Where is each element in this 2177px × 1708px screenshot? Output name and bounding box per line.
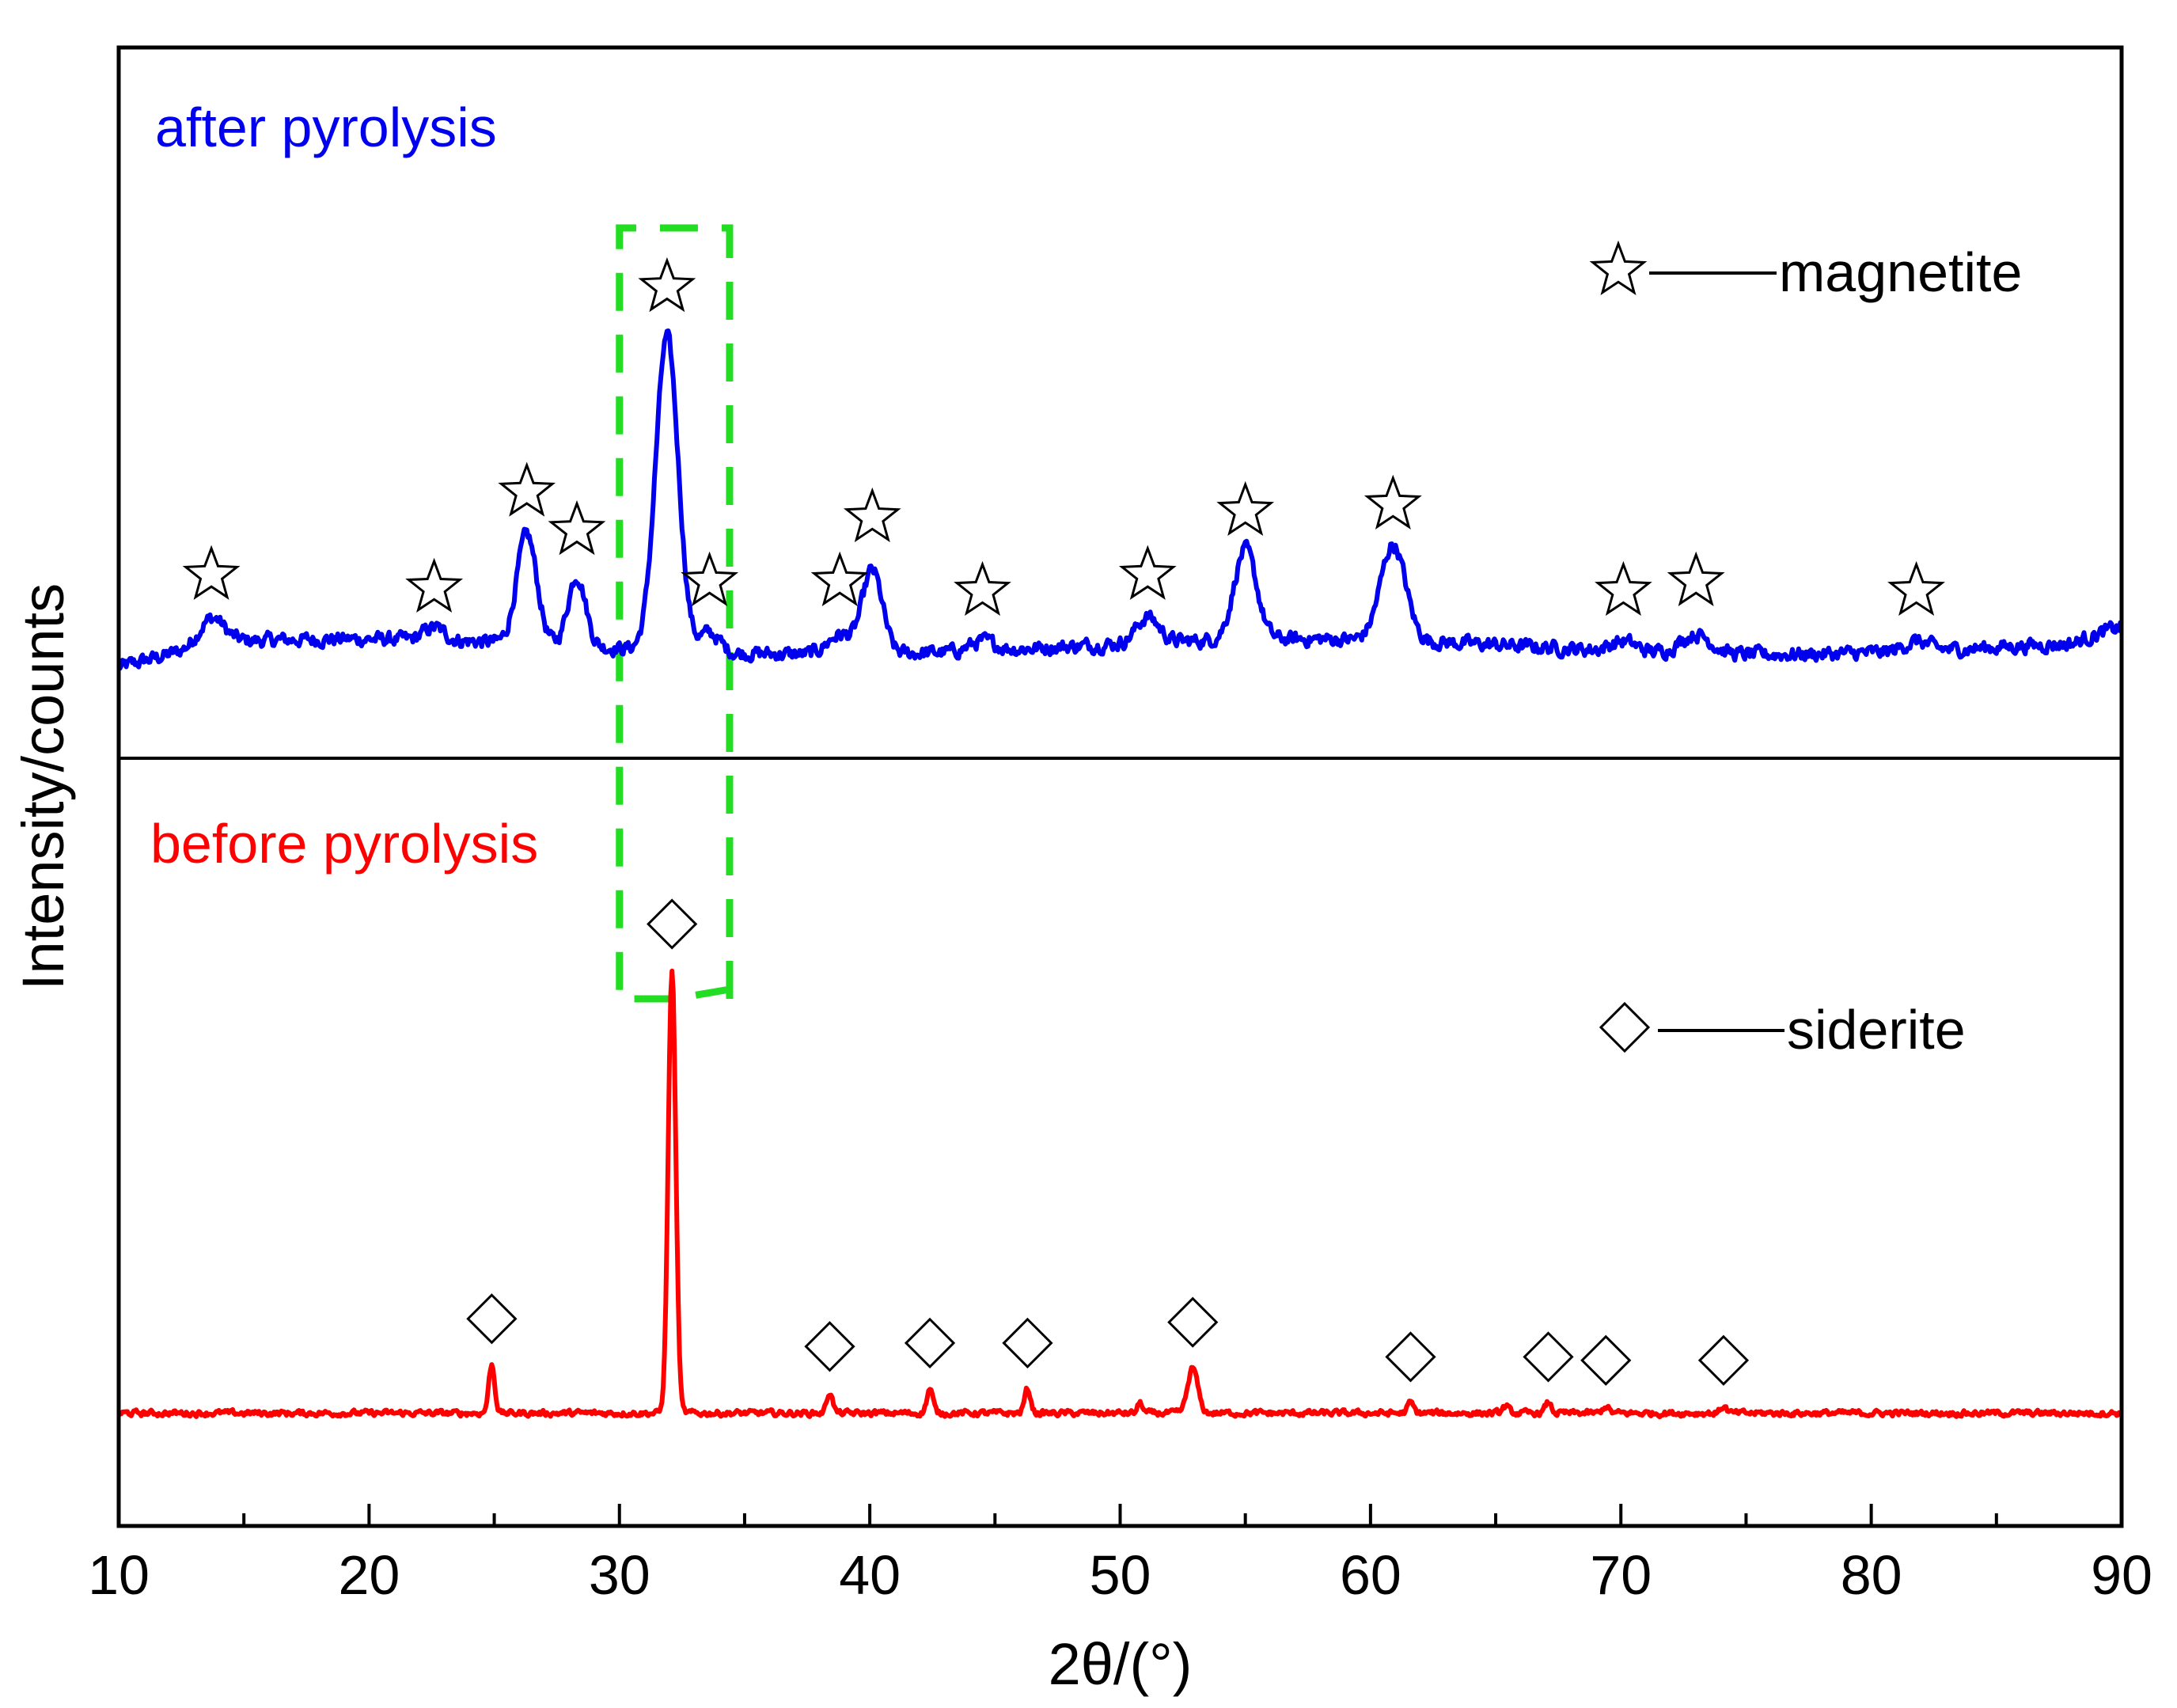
- panel-label-before-pyrolysis: before pyrolysis: [150, 813, 538, 875]
- panel-label-after-pyrolysis: after pyrolysis: [155, 97, 497, 158]
- siderite-diamond-marker: [1385, 1331, 1436, 1383]
- siderite-diamond-marker: [647, 898, 698, 950]
- x-axis-title: 2θ/(°): [1049, 1631, 1193, 1697]
- y-axis-title: Intensity/counts: [10, 583, 76, 990]
- x-tick-label: 40: [839, 1544, 901, 1606]
- legend-star-shape: [1589, 240, 1648, 295]
- x-axis-ticks: 10 20 30 40 50 60 70 80 90: [88, 1504, 2152, 1606]
- magnetite-star-marker: [638, 257, 696, 313]
- x-tick-label: 50: [1090, 1544, 1151, 1606]
- x-tick-label: 80: [1841, 1544, 1902, 1606]
- magnetite-star-marker: [1887, 560, 1945, 617]
- siderite-diamond-marker: [904, 1317, 956, 1368]
- x-tick-label: 90: [2091, 1544, 2152, 1606]
- siderite-diamond-marker: [1523, 1331, 1574, 1383]
- magnetite-star-marker: [1595, 560, 1652, 617]
- highlight-layer: [616, 224, 734, 1003]
- x-tick-label: 60: [1340, 1544, 1401, 1606]
- magnetite-star-marker: [681, 551, 739, 606]
- siderite-diamond-marker: [1002, 1317, 1053, 1368]
- x-tick-label: 20: [338, 1544, 400, 1606]
- x-tick-label: 30: [589, 1544, 650, 1606]
- magnetite-star-marker: [1667, 551, 1725, 606]
- legend-label-magnetite: magnetite: [1779, 241, 2022, 303]
- magnetite-star-marker: [1118, 545, 1177, 600]
- siderite-diamond-marker: [1167, 1296, 1219, 1348]
- magnetite-star-marker: [810, 551, 869, 606]
- siderite-diamond-marker: [804, 1321, 855, 1372]
- magnetite-star-marker: [1216, 480, 1275, 537]
- markers-layer: [182, 257, 1945, 1386]
- series-line-top: [116, 328, 2123, 671]
- siderite-diamond-marker: [466, 1293, 518, 1345]
- x-tick-label: 10: [88, 1544, 150, 1606]
- text-layer: after pyrolysis before pyrolysis 2θ/(°) …: [10, 97, 1192, 1697]
- magnetite-star-marker: [1363, 474, 1422, 529]
- magnetite-star-marker: [182, 545, 241, 600]
- x-tick-label: 70: [1590, 1544, 1652, 1606]
- magnetite-star-marker: [954, 560, 1011, 617]
- legend: magnetite siderite: [1589, 240, 2022, 1061]
- legend-diamond-icon: [1599, 1001, 1651, 1053]
- magnetite-star-marker: [498, 461, 556, 517]
- legend-label-siderite: siderite: [1787, 999, 1966, 1061]
- magnetite-star-marker: [548, 500, 606, 556]
- legend-star-icon: [1589, 240, 1648, 295]
- siderite-diamond-marker: [1580, 1334, 1632, 1386]
- series-layer: [116, 328, 2124, 1420]
- series-line-bottom: [117, 968, 2124, 1420]
- legend-diamond-shape: [1599, 1001, 1651, 1053]
- highlight-dashed-box: [616, 224, 734, 1003]
- magnetite-star-marker: [405, 557, 464, 613]
- siderite-diamond-marker: [1697, 1334, 1750, 1386]
- magnetite-star-marker: [843, 487, 901, 543]
